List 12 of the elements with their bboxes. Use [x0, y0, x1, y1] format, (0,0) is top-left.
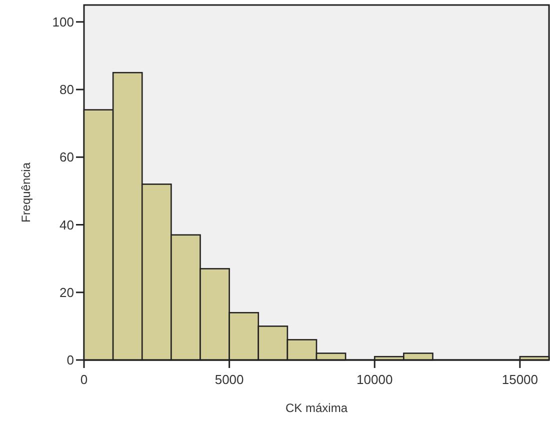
y-tick-label: 20 [60, 284, 74, 300]
x-tick-label: 10000 [356, 372, 393, 387]
y-tick-label: 80 [60, 82, 74, 98]
x-tick-label: 0 [80, 372, 88, 387]
x-tick-label: 15000 [502, 372, 538, 387]
y-tick-label: 100 [52, 14, 74, 30]
x-tick-label: 5000 [214, 372, 244, 387]
y-axis-title: Frequência [19, 162, 33, 223]
y-tick-label: 60 [60, 150, 74, 165]
y-tick-label: 0 [66, 352, 74, 368]
y-tick-label: 40 [60, 217, 74, 232]
x-axis-title: CK máxima [285, 401, 348, 415]
